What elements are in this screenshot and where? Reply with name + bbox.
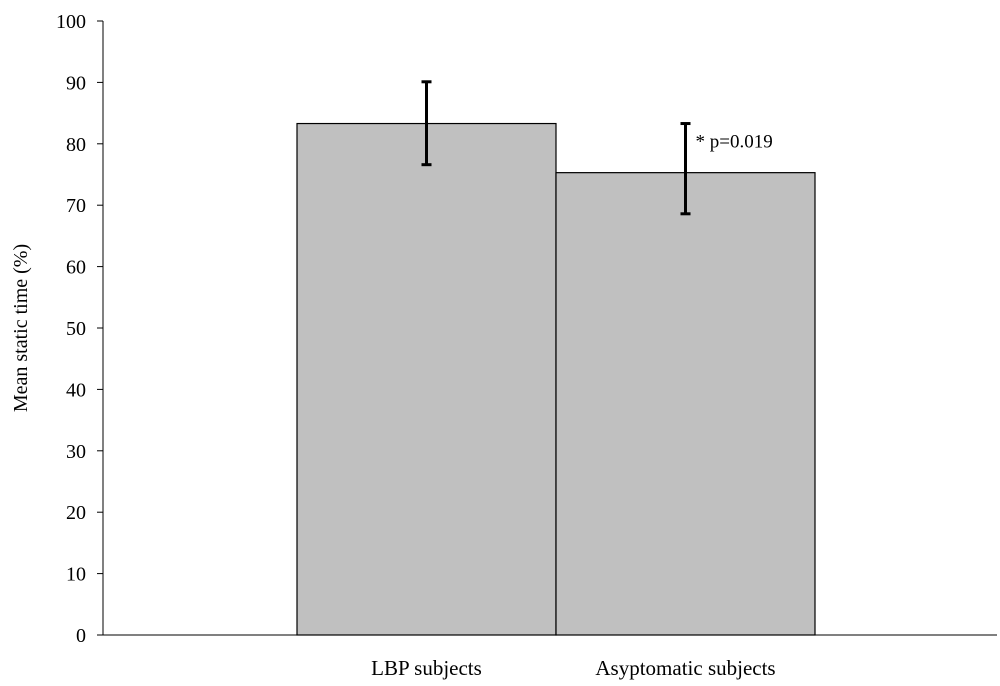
error-bars xyxy=(421,80,691,216)
y-axis-title: Mean static time (%) xyxy=(10,244,32,412)
y-tick-label: 20 xyxy=(66,502,86,524)
y-tick-label: 90 xyxy=(66,72,86,94)
y-axis-ticks: 0 10 20 30 40 50 60 70 80 90 100 xyxy=(56,11,103,647)
significance-annotation: * p=0.019 xyxy=(696,132,773,153)
error-bar-2 xyxy=(680,122,691,216)
y-tick-label: 80 xyxy=(66,134,86,156)
y-tick-label: 70 xyxy=(66,195,86,217)
x-tick-label: Asyptomatic subjects xyxy=(595,656,775,680)
y-tick-label: 100 xyxy=(56,11,86,33)
x-tick-label: LBP subjects xyxy=(371,656,482,680)
y-tick-label: 10 xyxy=(66,564,86,586)
error-bar-1 xyxy=(421,80,432,167)
y-tick-label: 30 xyxy=(66,441,86,463)
bar-1 xyxy=(296,122,557,636)
bar-2 xyxy=(555,172,816,636)
y-tick-label: 50 xyxy=(66,318,86,340)
y-tick-label: 60 xyxy=(66,257,86,279)
bars xyxy=(296,122,816,636)
x-axis-tick-labels: LBP subjects Asyptomatic subjects xyxy=(371,656,775,680)
y-tick-label: 0 xyxy=(76,625,86,647)
y-tick-label: 40 xyxy=(66,379,86,401)
